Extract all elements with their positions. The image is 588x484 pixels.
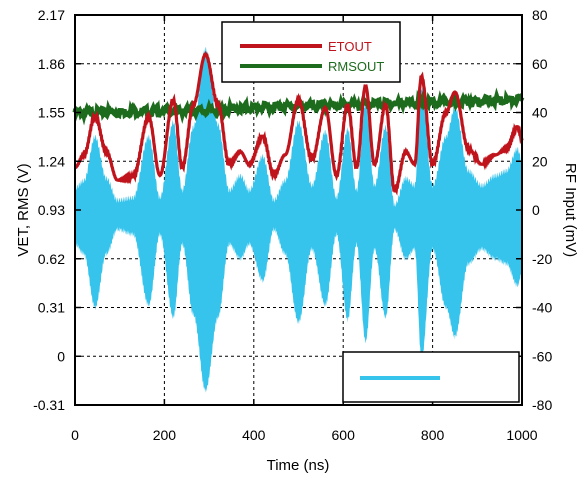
x-tick-label: 600	[332, 427, 356, 443]
rf-input-band	[75, 46, 522, 393]
y-right-tick-label: 80	[532, 7, 548, 23]
y-right-tick-label: 0	[532, 202, 540, 218]
etout-line	[74, 50, 524, 196]
legend-rmsout-label: RMSOUT	[328, 59, 384, 74]
x-tick-label: 400	[242, 427, 266, 443]
legend-top: ETOUT RMSOUT	[221, 21, 401, 83]
legend-top-box	[221, 21, 401, 83]
y-left-tick-label: 1.24	[38, 153, 65, 169]
y-left-tick-label: 2.17	[38, 7, 65, 23]
x-tick-label: 800	[421, 427, 445, 443]
y-left-tick-label: 1.55	[38, 105, 65, 121]
y-right-tick-label: -40	[532, 300, 552, 316]
legend-etout-label: ETOUT	[328, 39, 372, 54]
legend-rf-input-label: RF Input	[446, 371, 496, 386]
etout-series	[74, 50, 524, 196]
y-right-axis-title: RF Input (mV)	[562, 163, 579, 257]
y-left-tick-label: -0.31	[33, 397, 65, 413]
y-right-tick-label: 60	[532, 56, 548, 72]
x-axis-title: Time (ns)	[267, 457, 330, 474]
x-tick-label: 200	[153, 427, 177, 443]
y-left-tick-label: 0.62	[38, 251, 65, 267]
y-left-tick-label: 0.93	[38, 202, 65, 218]
y-left-tick-label: 0.31	[38, 300, 65, 316]
y-right-tick-label: -60	[532, 348, 552, 364]
y-left-tick-label: 0	[57, 348, 65, 364]
y-right-tick-label: -80	[532, 397, 552, 413]
x-tick-label: 1000	[506, 427, 537, 443]
rf-input-series	[75, 46, 522, 393]
y-left-axis-title: VET, RMS (V)	[15, 163, 32, 256]
axis-ticks: 0 200 400 600 800 10002.171.861.551.240.930.6…	[33, 7, 552, 443]
legend-bottom: RF Input	[342, 351, 520, 403]
y-right-tick-label: 20	[532, 153, 548, 169]
y-right-tick-label: 40	[532, 105, 548, 121]
y-left-tick-label: 1.86	[38, 56, 65, 72]
y-right-tick-label: -20	[532, 251, 552, 267]
x-tick-label: 0	[71, 427, 79, 443]
